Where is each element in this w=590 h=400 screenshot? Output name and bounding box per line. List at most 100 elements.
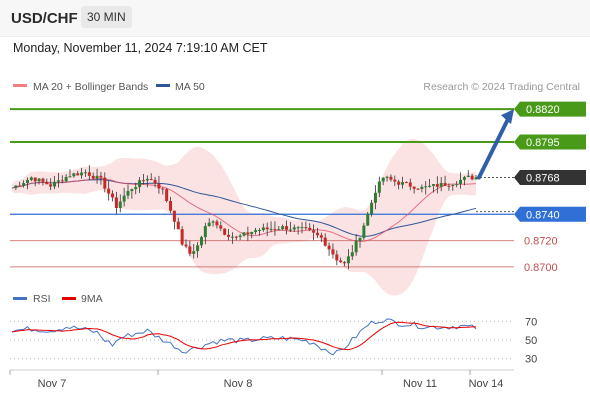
candle-body [68, 176, 72, 178]
price-label-last: 0.8768 [526, 172, 560, 184]
candle-body [41, 178, 45, 182]
candle-body [358, 237, 362, 241]
candle-body [18, 185, 22, 187]
candle-body [335, 254, 339, 261]
candle-body [99, 175, 103, 178]
candle-body [141, 180, 145, 182]
candle-body [246, 232, 250, 235]
candle-body [83, 172, 87, 174]
candle-body [234, 236, 238, 238]
candle-body [401, 182, 405, 185]
candle-body [346, 256, 350, 264]
candle-body [153, 179, 157, 184]
candle-body [377, 181, 381, 193]
rsi-level-label: 30 [525, 354, 537, 366]
candle-body [165, 189, 169, 202]
timestamp: Monday, November 11, 2024 7:19:10 AM CET [13, 41, 268, 55]
candle-body [389, 176, 393, 180]
candle-body [49, 184, 53, 187]
candle-body [199, 237, 203, 246]
candle-body [327, 245, 331, 250]
candle-body [366, 213, 370, 226]
candle-body [354, 240, 358, 253]
symbol-title: USD/CHF [11, 10, 78, 27]
ma9-legend-swatch [62, 297, 76, 300]
ma9-legend-label: 9MA [81, 293, 103, 305]
candle-body [33, 177, 37, 182]
candle-body [227, 234, 231, 237]
price-tag-pivot [514, 206, 586, 222]
candle-body [95, 175, 99, 179]
candle-body [80, 172, 84, 176]
candle-body [362, 225, 366, 238]
candle-body [45, 181, 49, 185]
candle-body [408, 182, 412, 187]
candle-body [157, 183, 161, 189]
candle-body [312, 230, 316, 233]
rsi-level-label: 50 [525, 335, 537, 347]
candle-body [397, 181, 401, 185]
candle-body [122, 195, 126, 202]
candle-body [273, 228, 277, 230]
candle-body [203, 226, 207, 238]
x-tick-label: Nov 14 [469, 378, 504, 390]
candle-body [72, 173, 76, 177]
candle-body [462, 177, 466, 180]
candle-body [412, 186, 416, 189]
price-labels: 0.8820 0.8795 0.8768 0.8740 0.8720 0.8700 [514, 101, 586, 274]
candle-body [37, 178, 41, 182]
candles [14, 165, 478, 270]
candle-body [134, 187, 138, 190]
candle-body [176, 221, 180, 230]
candle-body [308, 227, 312, 231]
candle-body [331, 249, 335, 255]
candle-body [29, 177, 33, 180]
bollinger-band-area [12, 138, 476, 296]
candle-body [91, 175, 95, 179]
x-tick-label: Nov 7 [38, 378, 67, 390]
rsi-legend-label: RSI [33, 293, 51, 305]
ma20-legend-label: MA 20 + Bollinger Bands [33, 81, 148, 93]
ma50-legend-label: MA 50 [175, 81, 205, 93]
candle-body [265, 227, 269, 230]
candle-body [196, 245, 200, 252]
price-label-support: 0.8700 [524, 262, 558, 274]
candle-body [343, 262, 347, 264]
candle-body [230, 236, 234, 238]
candle-body [447, 185, 451, 187]
candle-body [188, 246, 192, 254]
price-tag-resistance [514, 134, 586, 150]
ma50-legend-swatch [156, 84, 170, 87]
candle-body [223, 228, 227, 235]
candle-body [103, 177, 107, 189]
candle-body [292, 227, 296, 230]
candle-body [169, 201, 173, 211]
candle-body [238, 235, 242, 237]
candle-body [455, 183, 459, 185]
timeframe-button[interactable]: 30 MIN [81, 6, 132, 28]
price-label-resistance: 0.8795 [526, 137, 560, 149]
candle-body [149, 178, 153, 180]
projection-arrowhead [501, 109, 514, 125]
candle-body [323, 237, 327, 246]
candle-body [269, 228, 273, 230]
candle-body [393, 179, 397, 182]
candle-body [420, 186, 424, 189]
candle-body [87, 172, 91, 176]
candle-body [304, 227, 308, 229]
candle-body [14, 185, 18, 189]
candle-body [288, 229, 292, 231]
candle-body [107, 188, 111, 194]
candle-body [428, 185, 432, 187]
candle-body [192, 251, 196, 254]
price-tag-resistance [514, 101, 586, 117]
price-label-pivot: 0.8740 [526, 209, 560, 221]
candle-body [250, 231, 254, 235]
candle-body [466, 175, 470, 178]
candle-body [215, 221, 219, 226]
candle-body [126, 191, 130, 196]
rsi-legend-swatch [13, 297, 27, 300]
candle-body [285, 226, 289, 230]
candle-body [424, 186, 428, 188]
